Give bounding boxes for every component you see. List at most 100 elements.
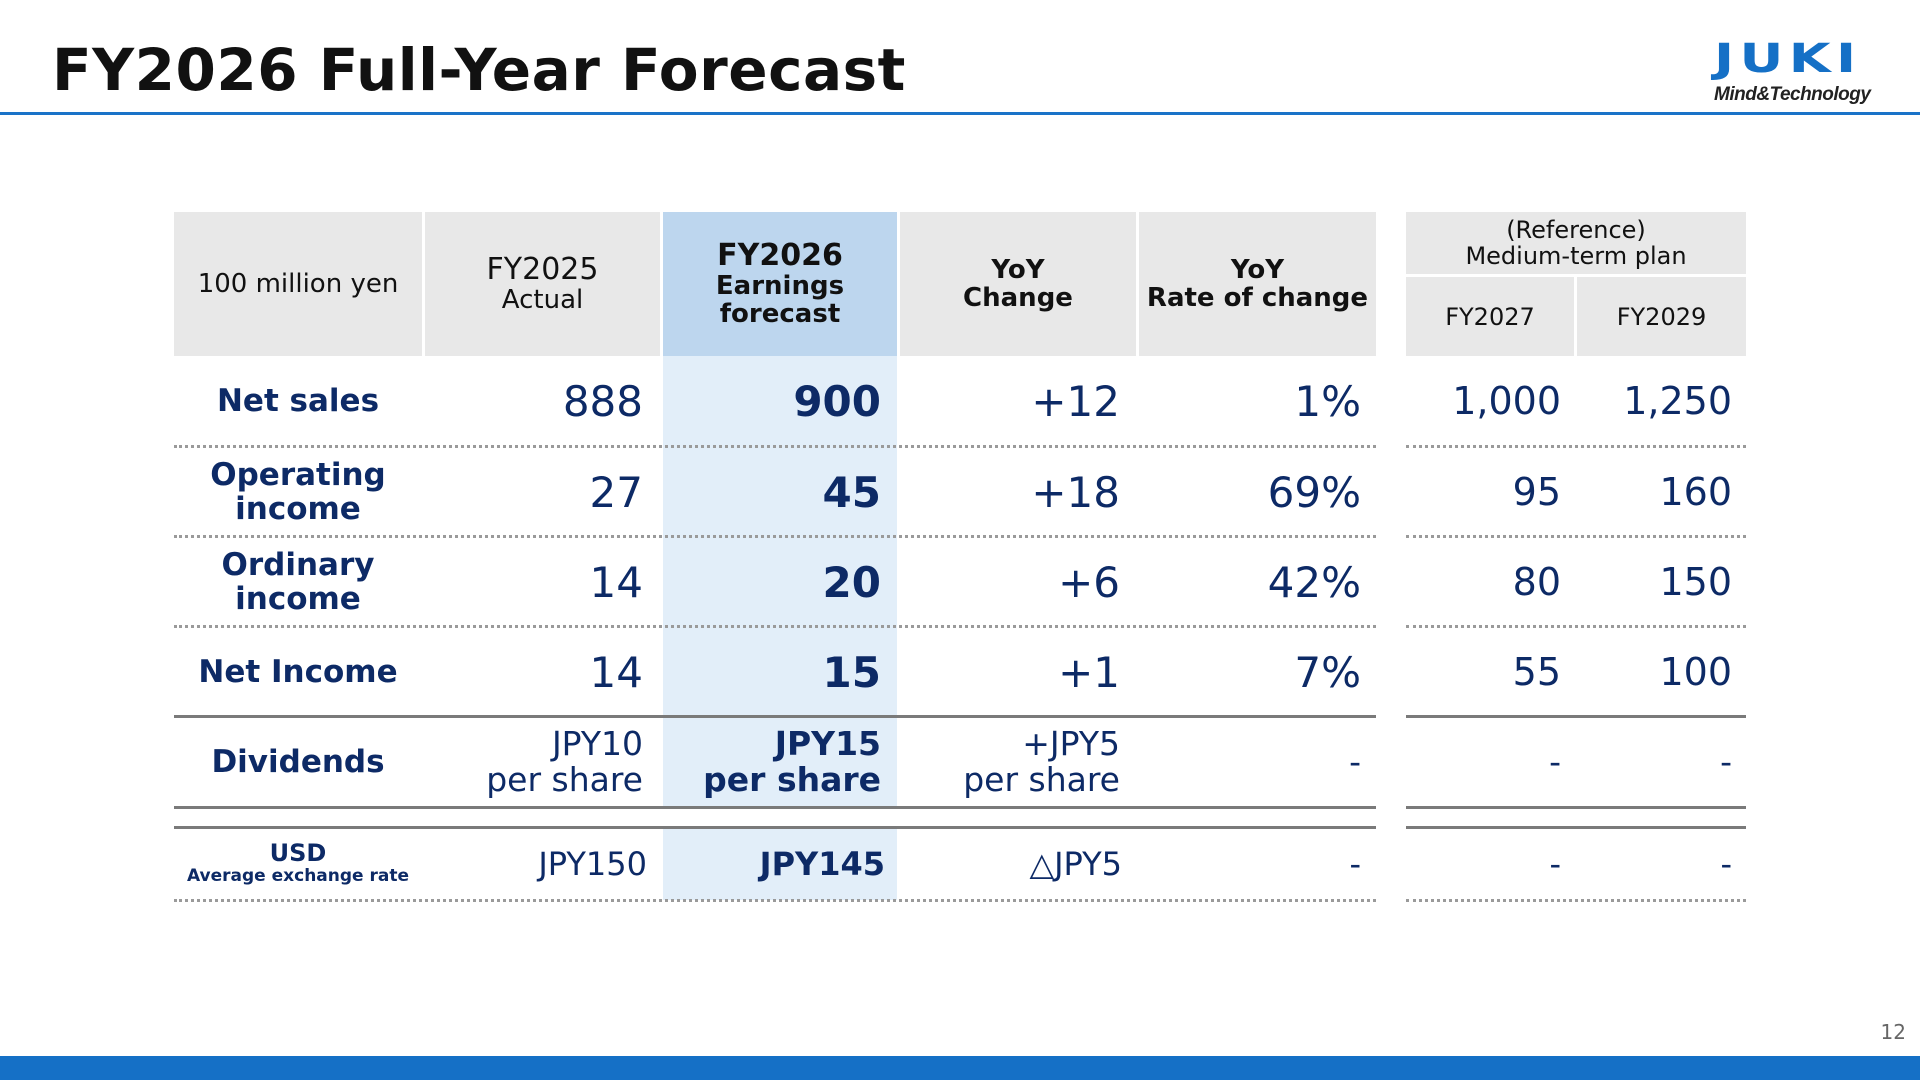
row-divider: [1406, 625, 1746, 628]
row-label-line: Operating: [210, 457, 386, 493]
header-fy2026-line1: FY2026: [717, 238, 843, 273]
header-fy2026-line2: Earnings: [715, 271, 845, 301]
cell-net-sales-fy2029: 1,250: [1623, 379, 1732, 423]
dividend-unit: per share: [486, 760, 643, 799]
row-divider: [1406, 445, 1746, 448]
header-fy2026-line3: forecast: [719, 299, 841, 329]
row-label-ordinary-income: Ordinary income: [174, 538, 422, 626]
cell-ordinary-rate: 42%: [1267, 557, 1361, 607]
row-divider: [174, 445, 1376, 448]
header-yoy-change: YoY Change: [900, 212, 1136, 356]
dividend-unit: per share: [703, 760, 881, 799]
header-unit: 100 million yen: [174, 212, 422, 356]
cell-operating-rate: 69%: [1267, 467, 1361, 517]
cell-dividends-fy2025: JPY10 per share: [425, 718, 643, 806]
cell-ordinary-fy2027: 80: [1512, 560, 1561, 604]
header-reference-line1: (Reference): [1506, 216, 1646, 244]
header-fy2025: FY2025 Actual: [425, 212, 660, 356]
header-fy2027-label: FY2027: [1445, 302, 1535, 331]
header-yoy-rate-line2: Rate of change: [1146, 283, 1369, 313]
cell-operating-fy2026: 45: [822, 467, 881, 517]
cell-ordinary-change: +6: [1058, 557, 1120, 607]
row-divider: [174, 625, 1376, 628]
cell-net-income-change: +1: [1058, 647, 1120, 697]
unit-label: 100 million yen: [197, 269, 399, 299]
header-yoy-rate: YoY Rate of change: [1139, 212, 1376, 356]
section-divider: [1406, 826, 1746, 829]
header-fy2029-label: FY2029: [1616, 302, 1707, 331]
logo-wordmark: JUKI: [1714, 36, 1862, 82]
cell-dividends-rate: -: [1349, 742, 1361, 781]
slide-number: 12: [1880, 1020, 1906, 1044]
row-label-line: Ordinary: [221, 547, 375, 583]
row-label-line: income: [235, 491, 361, 527]
cell-ordinary-fy2025: 14: [589, 557, 643, 607]
logo-tagline: Mind&Technology: [1714, 84, 1871, 105]
cell-net-sales-rate: 1%: [1294, 376, 1361, 426]
row-label-operating-income: Operating income: [174, 448, 422, 536]
header-reference-line2: Medium-term plan: [1465, 242, 1687, 270]
cell-dividends-fy2029: -: [1720, 742, 1732, 781]
cell-net-sales-fy2025: 888: [562, 376, 643, 426]
header-fy2027: FY2027: [1406, 277, 1574, 356]
cell-dividends-change: +JPY5 per share: [900, 718, 1120, 806]
cell-usd-change: △JPY5: [1029, 845, 1122, 883]
cell-dividends-fy2026: JPY15 per share: [663, 718, 881, 806]
fy2026-column-highlight: [663, 356, 897, 806]
row-divider: [174, 535, 1376, 538]
usd-label: USD: [269, 839, 327, 867]
header-yoy-rate-line1: YoY: [1230, 255, 1285, 285]
row-divider: [174, 715, 1376, 718]
cell-net-sales-fy2027: 1,000: [1452, 379, 1561, 423]
fy2026-usd-highlight: [663, 828, 897, 900]
row-label-line: Net Income: [198, 654, 398, 690]
row-label-usd: USD Average exchange rate: [174, 829, 422, 899]
row-label-line: Net sales: [216, 383, 380, 419]
footer-bar: [0, 1056, 1920, 1080]
cell-operating-fy2025: 27: [589, 467, 643, 517]
row-divider: [1406, 899, 1746, 902]
title-divider: [0, 112, 1920, 115]
cell-ordinary-fy2026: 20: [822, 557, 881, 607]
row-label-line: Dividends: [211, 744, 385, 780]
cell-net-sales-change: +12: [1031, 376, 1120, 426]
row-divider: [1406, 715, 1746, 718]
cell-net-income-fy2025: 14: [589, 647, 643, 697]
header-fy2026: FY2026 Earnings forecast: [663, 212, 897, 356]
company-logo: JUKI Mind&Technology: [1714, 39, 1890, 110]
dividend-amount: JPY15: [774, 724, 881, 763]
cell-ordinary-fy2029: 150: [1659, 560, 1732, 604]
row-label-net-sales: Net sales: [174, 356, 422, 446]
cell-usd-fy2027: -: [1549, 845, 1561, 883]
row-label-dividends: Dividends: [174, 718, 422, 806]
header-fy2025-line1: FY2025: [486, 252, 599, 287]
cell-usd-fy2025: JPY150: [538, 845, 647, 883]
cell-usd-fy2026: JPY145: [759, 845, 885, 883]
header-yoy-change-line2: Change: [963, 283, 1073, 313]
cell-net-income-fy2027: 55: [1512, 650, 1561, 694]
row-label-line: income: [235, 581, 361, 617]
cell-operating-fy2027: 95: [1512, 470, 1561, 514]
row-divider: [1406, 535, 1746, 538]
row-label-net-income: Net Income: [174, 628, 422, 716]
header-reference: (Reference) Medium-term plan: [1406, 212, 1746, 274]
header-yoy-change-line1: YoY: [991, 255, 1045, 285]
cell-net-income-fy2026: 15: [822, 647, 881, 697]
section-divider: [174, 826, 1376, 829]
usd-sublabel: Average exchange rate: [186, 866, 409, 886]
page-title: FY2026 Full-Year Forecast: [52, 36, 906, 104]
cell-operating-change: +18: [1031, 467, 1120, 517]
row-divider: [174, 806, 1376, 809]
cell-usd-fy2029: -: [1720, 845, 1732, 883]
header-fy2029: FY2029: [1577, 277, 1746, 356]
dividend-amount: +JPY5: [1022, 724, 1120, 763]
cell-net-sales-fy2026: 900: [793, 376, 881, 426]
header-fy2025-line2: Actual: [501, 285, 584, 315]
cell-usd-rate: -: [1349, 845, 1361, 883]
dividend-amount: JPY10: [551, 724, 643, 763]
dividend-unit: per share: [963, 760, 1120, 799]
cell-operating-fy2029: 160: [1659, 470, 1732, 514]
row-divider: [174, 899, 1376, 902]
cell-net-income-rate: 7%: [1294, 647, 1361, 697]
cell-net-income-fy2029: 100: [1659, 650, 1732, 694]
